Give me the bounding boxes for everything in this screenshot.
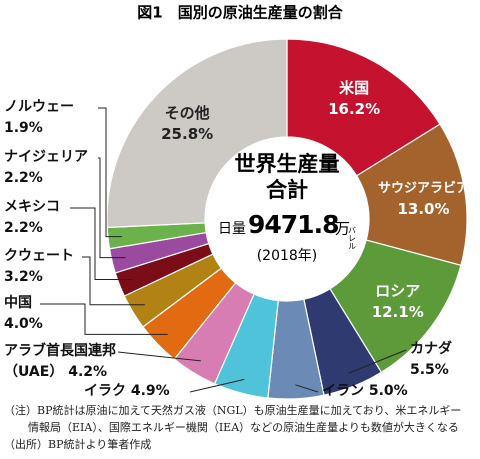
outside-label: メキシコ 2.2%	[4, 197, 114, 239]
value-label: 1.9%	[4, 120, 43, 136]
slice-label: ロシア	[375, 282, 420, 300]
value-label: 12.1%	[372, 303, 424, 321]
category-label: アラブ首長国連邦（UAE）	[4, 343, 116, 380]
category-label: メキシコ	[4, 199, 60, 215]
outside-label: イラン 5.0%	[322, 381, 442, 402]
outside-label: アラブ首長国連邦（UAE） 4.2%	[4, 341, 134, 383]
center-title: 合計	[266, 178, 308, 202]
slice	[106, 38, 288, 229]
center-year: (2018年)	[257, 248, 318, 264]
note: （出所）BP統計より筆者作成	[4, 438, 152, 451]
note: （注）BP統計は原油に加えて天然ガス液（NGL）も原油生産量に加えており、米エネ…	[4, 404, 462, 417]
leader-line	[40, 303, 168, 335]
leader-line	[117, 351, 201, 362]
center-unit: 万	[335, 220, 350, 238]
slice	[286, 38, 441, 177]
category-label: 中国	[4, 295, 32, 311]
category-label: カナダ	[410, 341, 452, 357]
slice-label: サウジアラビア	[378, 180, 469, 196]
category-label: イラク	[84, 383, 126, 399]
center-title: 世界生産量	[235, 152, 340, 176]
value-label: 5.0%	[368, 383, 408, 399]
outside-label: ノルウェー 1.9%	[4, 97, 114, 139]
center-hole	[206, 138, 368, 300]
leader-line	[70, 207, 133, 281]
value-label: 16.2%	[328, 100, 380, 118]
center-value: 9471.8	[248, 210, 338, 239]
value-label: 25.8%	[161, 125, 213, 143]
category-label: ナイジェリア	[4, 149, 88, 165]
leader-line	[98, 157, 126, 259]
outside-label: クウェート 3.2%	[4, 246, 114, 288]
note: 情報局（EIA）、国際エネルギー機関（IEA）などの原油生産量よりも数値が大きく…	[28, 421, 459, 434]
value-label: 3.2%	[4, 269, 43, 285]
category-label: クウェート	[4, 248, 74, 264]
leader-line	[295, 384, 319, 393]
leader-line	[82, 256, 145, 306]
value-label: 5.5%	[410, 362, 449, 378]
leader-line	[189, 378, 245, 393]
value-label: 4.9%	[130, 383, 170, 399]
center-prefix: 日量	[218, 221, 246, 237]
slice-label: その他	[165, 104, 210, 122]
value-label: 4.2%	[68, 364, 108, 380]
outside-label: カナダ 5.5%	[410, 339, 480, 381]
leader-line	[98, 107, 122, 238]
center-unit2: バレル	[348, 226, 357, 250]
outside-label: ナイジェリア 2.2%	[4, 147, 114, 189]
outside-label: 中国 4.0%	[4, 293, 114, 335]
slice-label: 米国	[339, 79, 369, 97]
value-label: 2.2%	[4, 220, 43, 236]
slice	[355, 123, 468, 267]
value-label: 13.0%	[397, 200, 449, 218]
value-label: 2.2%	[4, 170, 43, 186]
category-label: イラン	[322, 383, 364, 399]
value-label: 4.0%	[4, 316, 43, 332]
chart-title: 図1 国別の原油生産量の割合	[137, 4, 343, 22]
outside-label: イラク 4.9%	[84, 381, 204, 402]
category-label: ノルウェー	[4, 99, 74, 115]
leader-line	[348, 349, 407, 374]
